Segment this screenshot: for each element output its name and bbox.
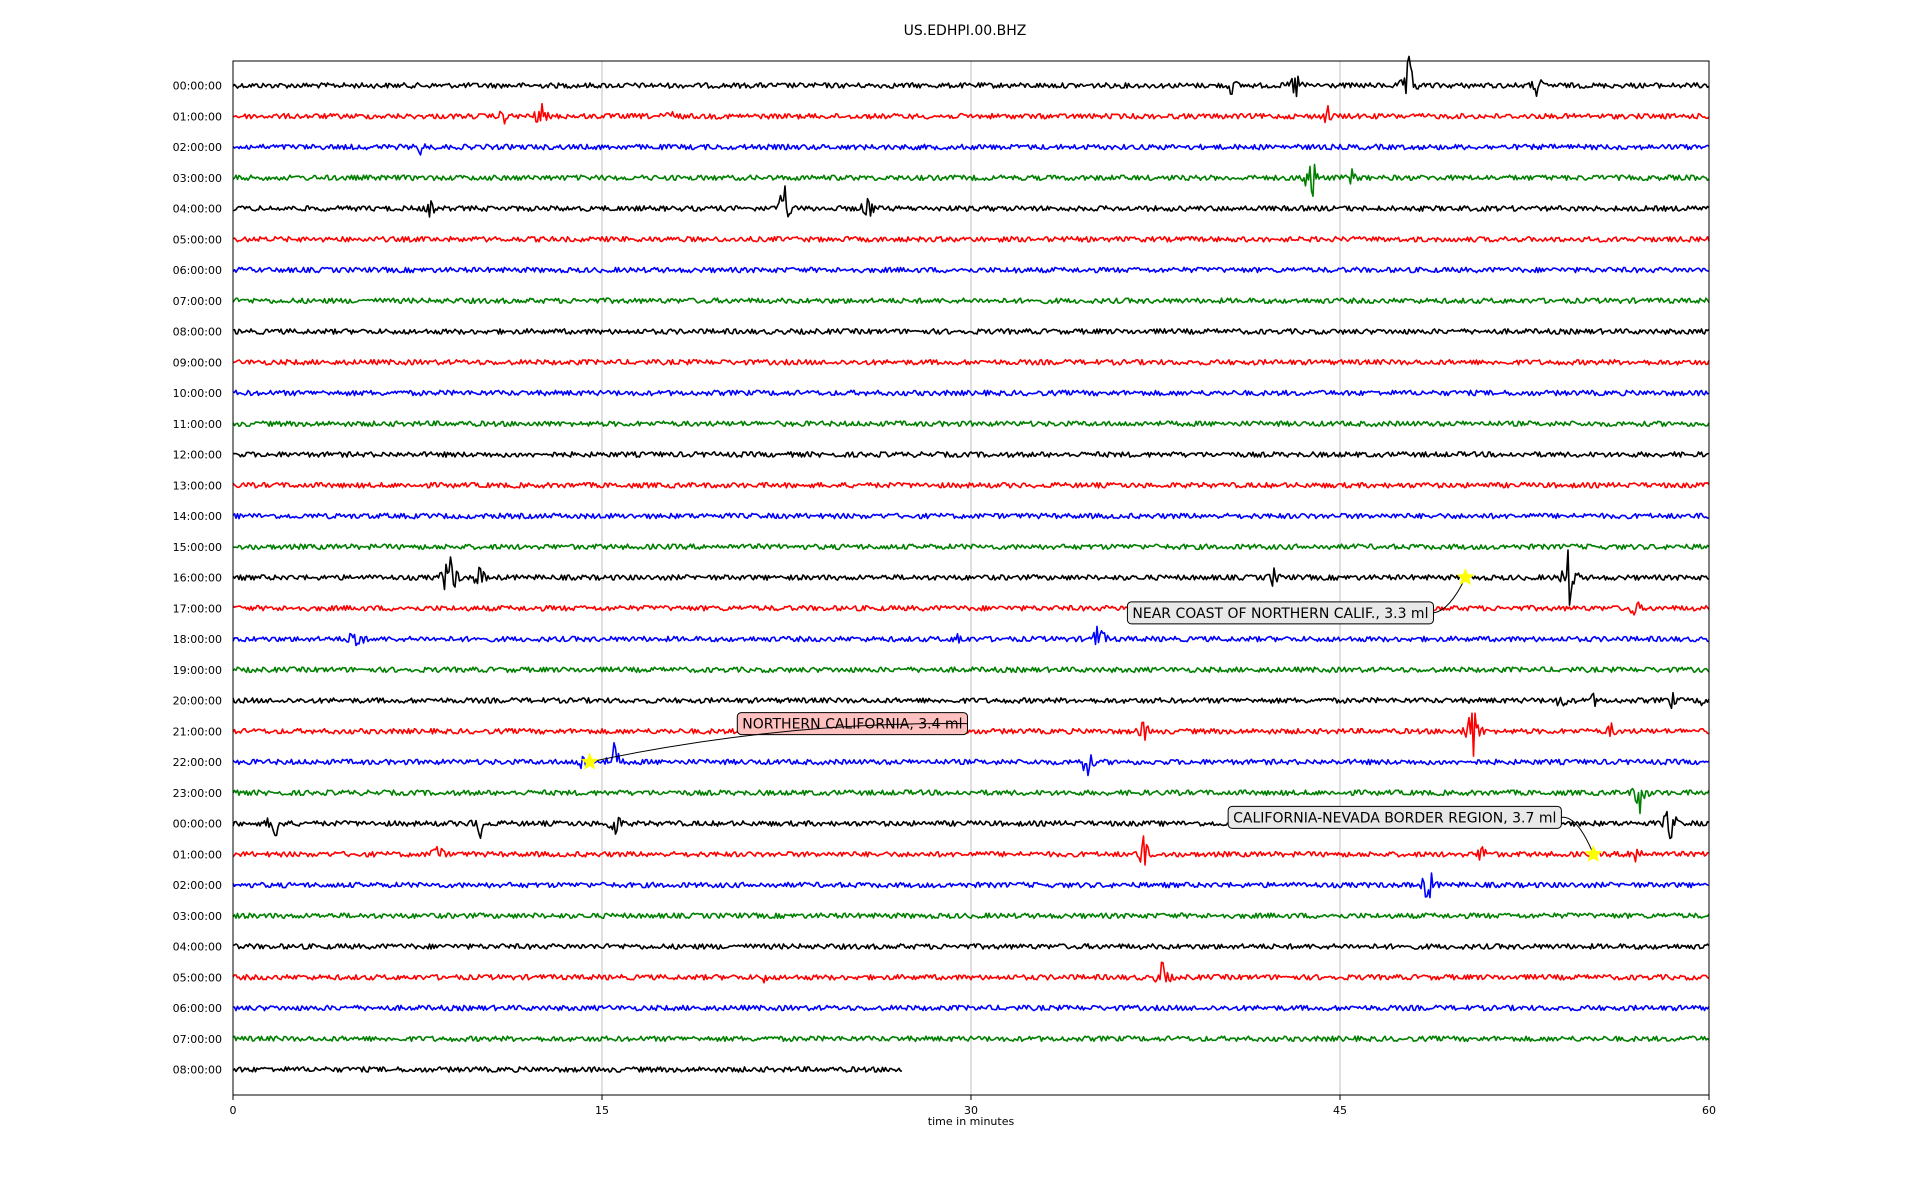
row-label: 09:00:00 [173,356,222,369]
row-label: 23:00:00 [173,787,222,800]
row-label: 04:00:00 [173,941,222,954]
event-annotation: NORTHERN CALIFORNIA, 3.4 ml [580,712,968,770]
row-label: 17:00:00 [173,602,222,615]
seismic-trace [232,328,1710,335]
row-label: 19:00:00 [173,664,222,677]
row-label: 03:00:00 [173,172,222,185]
seismic-trace [232,389,1710,397]
row-label: 22:00:00 [173,756,222,769]
x-tick-label: 45 [1333,1104,1347,1117]
seismic-trace [232,481,1710,489]
annotation-text: NORTHERN CALIFORNIA, 3.4 ml [742,717,962,733]
row-label: 21:00:00 [173,725,222,738]
row-label: 07:00:00 [173,1033,222,1046]
seismic-trace [232,912,1710,920]
seismic-trace [232,143,1710,156]
seismic-trace [232,266,1710,274]
row-label: 18:00:00 [173,633,222,646]
annotation-text: NEAR COAST OF NORTHERN CALIF., 3.3 ml [1132,606,1428,622]
row-label: 00:00:00 [173,818,222,831]
seismic-trace [232,943,1710,950]
chart-title: US.EDHPI.00.BHZ [904,23,1027,39]
row-label: 00:00:00 [173,80,222,93]
row-label: 13:00:00 [173,479,222,492]
seismic-trace [232,691,1710,710]
row-label: 05:00:00 [173,233,222,246]
seismic-trace [233,102,1710,125]
row-label: 03:00:00 [173,910,222,923]
seismic-trace [232,185,1710,218]
row-label: 05:00:00 [173,971,222,984]
row-label: 08:00:00 [173,1064,222,1077]
seismic-trace [232,601,1710,616]
annotation-connector [1561,816,1594,855]
event-annotation: CALIFORNIA-NEVADA BORDER REGION, 3.7 ml [1227,805,1603,862]
row-label: 06:00:00 [173,264,222,277]
row-label: 15:00:00 [173,541,222,554]
row-label: 01:00:00 [173,848,222,861]
seismic-trace [232,872,1710,899]
row-label: 01:00:00 [173,110,222,123]
x-axis-label: time in minutes [928,1115,1015,1128]
seismic-trace [232,1004,1710,1012]
seismic-trace [232,235,1710,243]
row-label: 08:00:00 [173,326,222,339]
row-label: 02:00:00 [173,879,222,892]
plot-frame [232,60,1710,1096]
row-label: 12:00:00 [173,449,222,462]
seismic-trace [232,358,1710,366]
x-tick-label: 30 [964,1104,978,1117]
annotation-connector [589,722,968,763]
row-label: 06:00:00 [173,1002,222,1015]
row-label: 02:00:00 [173,141,222,154]
row-labels: 00:00:00 01:00:00 02:00:00 03:00:00 04:00:00… [173,80,222,1077]
row-label: 16:00:00 [173,572,222,585]
seismic-trace [232,512,1710,520]
seismic-trace [232,55,1710,98]
seismic-trace [232,787,1710,815]
seismic-trace [232,666,1710,674]
x-tick-label: 60 [1702,1104,1716,1117]
row-label: 11:00:00 [173,418,222,431]
x-tick-label: 15 [595,1104,609,1117]
row-label: 07:00:00 [173,295,222,308]
seismic-trace [232,163,1710,197]
seismic-trace [232,1035,1710,1043]
seismic-trace [232,1066,903,1073]
seismic-trace [232,543,1710,551]
trace-group [232,55,1710,1073]
row-label: 20:00:00 [173,695,222,708]
seismic-trace [232,961,1710,984]
event-marker-star [580,752,599,770]
x-tick-label: 0 [230,1104,237,1117]
event-annotations: NEAR COAST OF NORTHERN CALIF., 3.3 ml NOR… [580,568,1603,862]
seismic-trace [232,420,1710,428]
row-label: 14:00:00 [173,510,222,523]
event-annotation: NEAR COAST OF NORTHERN CALIF., 3.3 ml [1126,568,1475,625]
event-marker-star [1456,568,1475,586]
seismic-trace [232,835,1710,866]
seismic-trace [232,451,1710,458]
seismic-trace [232,625,1710,647]
event-marker-star [1584,845,1603,862]
seismic-trace [232,712,1710,757]
row-label: 10:00:00 [173,387,222,400]
x-axis: 0 15 30 45 60 [230,1095,1716,1117]
seismic-trace [232,297,1710,305]
seismic-trace [232,741,1710,777]
row-label: 04:00:00 [173,203,222,216]
annotation-text: CALIFORNIA-NEVADA BORDER REGION, 3.7 ml [1233,810,1556,826]
